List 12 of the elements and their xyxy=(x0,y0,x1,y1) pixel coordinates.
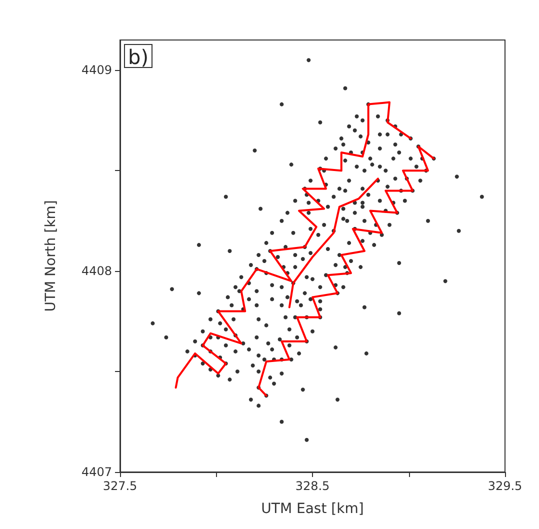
x-tick-label: 329.5 xyxy=(488,479,522,493)
line-series xyxy=(288,178,379,308)
x-tick-label: 328.5 xyxy=(295,479,330,493)
y-tick-label: 4408 xyxy=(81,264,112,278)
line-series xyxy=(174,101,412,389)
y-axis-title: UTM North [km] xyxy=(43,200,59,312)
y-tick-label: 4407 xyxy=(81,465,112,479)
line-series xyxy=(258,145,435,397)
x-tick-label: 327.5 xyxy=(102,479,138,493)
annotation: b) xyxy=(128,45,148,69)
x-axis-title: UTM East [km] xyxy=(261,501,364,517)
y-tick-label: 4409 xyxy=(81,63,112,78)
